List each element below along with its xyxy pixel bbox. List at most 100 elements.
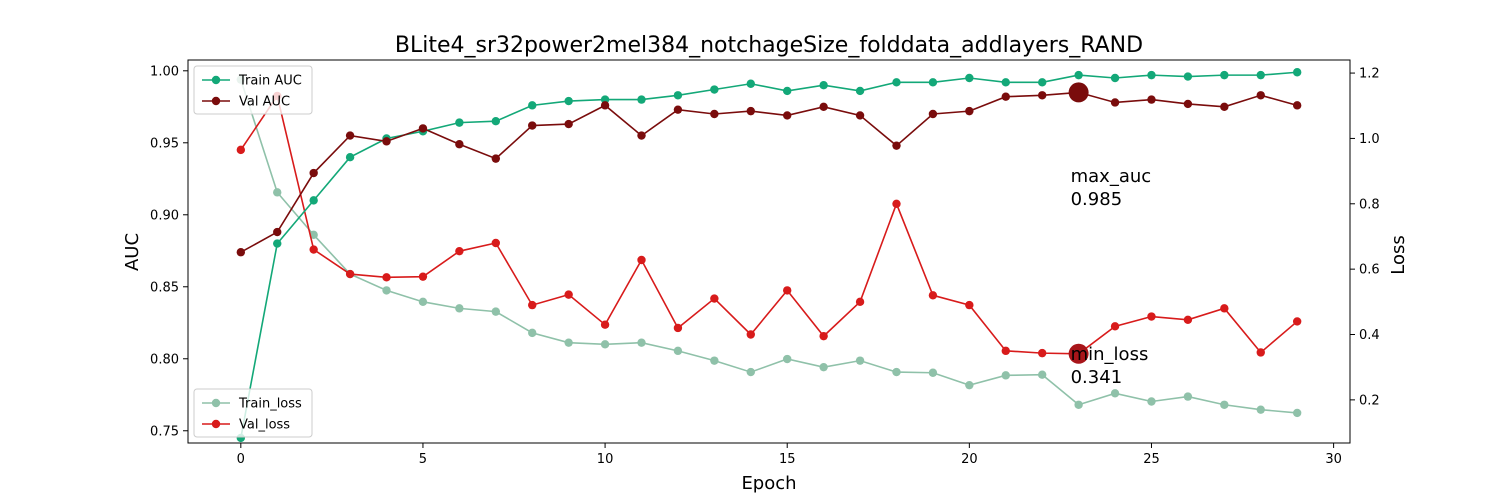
legend-box [193,65,313,115]
data-point-val-loss [965,300,974,310]
data-point-train-loss [528,328,537,338]
data-point-train-loss [382,286,391,295]
data-point-val-auc [673,105,683,114]
data-point-val-auc [273,227,282,237]
data-point-val-auc [418,124,428,133]
series-layer [236,68,1302,443]
data-point-val-auc [637,131,646,140]
data-point-val-loss [928,291,938,300]
data-point-val-loss [564,290,573,299]
data-point-train-auc [1074,70,1083,80]
data-point-train-loss [783,354,792,364]
data-point-train-loss [965,380,974,390]
data-point-train-loss [564,338,573,347]
x-tick-label: 10 [597,452,614,467]
data-point-train-auc [309,196,318,205]
data-point-train-auc [1292,68,1302,77]
data-point-val-auc [1220,102,1229,111]
data-point-val-auc [1110,98,1120,107]
data-point-train-auc [819,80,828,90]
y-right-tick-label: 0.8 [1359,197,1380,212]
data-point-train-loss [1183,392,1193,401]
y-axis-left-label: AUC [122,233,143,271]
data-point-val-loss [528,300,537,310]
data-point-train-loss [1256,405,1265,414]
data-point-train-loss [1037,370,1047,379]
data-point-train-auc [637,95,646,104]
legend-loss: Train_loss Val_loss [193,388,313,438]
series-line-val-auc [240,91,1298,253]
data-point-val-auc [855,111,865,120]
chart-title: BLite4_sr32power2mel384_notchageSize_fol… [395,33,1143,58]
legend-auc: Train AUC Val AUC [193,65,313,115]
y-left-tick-label: 0.90 [150,208,179,223]
legend-entry-label: Train_loss [238,397,302,412]
data-point-train-auc [1110,73,1120,83]
plot-area [188,60,1350,443]
x-tick-label: 25 [1143,452,1160,467]
y-left-tick-label: 0.95 [150,136,179,151]
data-point-train-loss [855,356,865,365]
data-point-train-auc [1220,70,1229,80]
data-point-val-auc [965,106,974,116]
data-point-train-auc [892,78,901,87]
data-point-val-auc [382,137,391,146]
y-axis-right-label: Loss [1388,235,1409,274]
data-point-val-loss [1183,315,1193,324]
data-point-val-loss [710,294,719,303]
series-line-val-loss [240,93,1298,355]
x-tick-label: 5 [419,452,427,467]
data-point-val-loss [418,272,428,281]
x-axis-label: Epoch [741,473,796,494]
data-point-val-auc [783,111,792,120]
data-point-train-auc [1147,70,1156,80]
data-point-val-loss [491,238,501,248]
max_auc-label: max_auc [1071,166,1152,187]
data-point-train-loss [491,307,501,316]
data-point-train-loss [928,368,938,377]
data-point-val-loss [855,297,865,307]
data-point-val-auc [1256,91,1265,100]
data-point-val-loss [1110,322,1120,331]
y-axis-right: 0.2 0.4 0.6 0.8 1.0 1.2 [1350,67,1380,408]
data-point-val-auc [600,101,610,110]
data-point-val-loss [1256,348,1265,357]
y-right-tick-label: 1.2 [1359,67,1380,82]
series-line-train-auc [240,71,1298,439]
data-point-val-auc [746,106,755,116]
x-tick-label: 0 [237,452,245,467]
data-point-val-auc [928,109,938,119]
data-point-val-auc [345,131,355,140]
data-point-train-loss [819,362,828,372]
data-point-train-loss [892,367,901,377]
data-point-train-auc [1037,78,1047,87]
data-point-val-auc [1292,101,1302,110]
data-point-val-loss [819,331,828,341]
data-point-train-auc [673,91,683,100]
data-point-val-loss [892,199,901,208]
data-point-val-auc [1037,91,1047,100]
x-axis: 0 5 10 15 20 25 30 [237,443,1342,467]
data-point-val-loss [309,245,318,254]
y-right-tick-label: 0.4 [1359,328,1380,343]
data-point-train-auc [564,96,573,106]
data-point-val-auc [1001,92,1010,101]
legend-entry-label: Train AUC [238,74,302,89]
data-point-train-loss [418,297,428,307]
data-point-train-loss [600,340,610,349]
data-point-val-loss [1292,317,1302,326]
data-point-train-loss [309,230,318,240]
data-point-train-loss [273,188,282,197]
data-point-train-auc [600,95,610,104]
series-line-train-loss [240,79,1298,414]
y-left-tick-label: 0.85 [150,280,179,295]
data-point-val-auc [564,119,573,129]
data-point-val-loss [637,255,646,265]
legend-box [193,388,313,438]
data-point-val-loss [600,320,610,329]
data-point-val-auc [528,121,537,130]
data-point-train-auc [1183,72,1193,81]
data-point-train-loss [710,356,719,365]
data-point-train-auc [1001,78,1010,87]
